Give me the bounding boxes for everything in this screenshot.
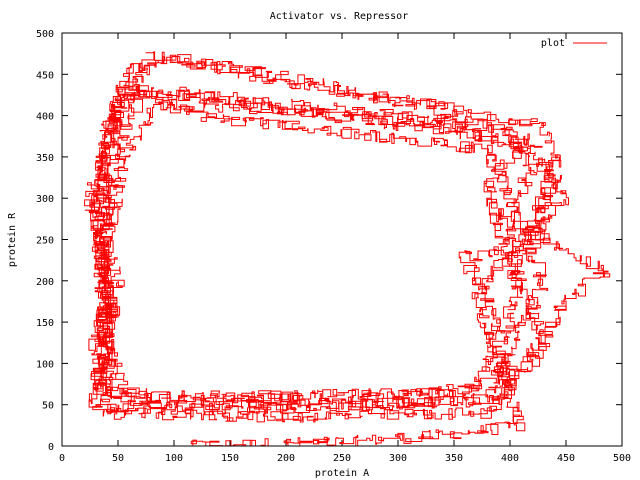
chart-title: Activator vs. Repressor xyxy=(270,11,408,22)
y-tick-label: 500 xyxy=(36,29,54,40)
x-tick-label: 200 xyxy=(277,453,295,464)
y-tick-label: 150 xyxy=(36,318,54,329)
y-tick-label: 450 xyxy=(36,70,54,81)
x-tick-label: 250 xyxy=(333,453,351,464)
y-axis-label: protein R xyxy=(7,212,18,267)
y-tick-label: 300 xyxy=(36,194,54,205)
y-tick-label: 350 xyxy=(36,153,54,164)
x-tick-label: 350 xyxy=(445,453,463,464)
x-axis-label: protein A xyxy=(315,468,369,479)
x-tick-label: 50 xyxy=(112,453,124,464)
y-tick-label: 400 xyxy=(36,112,54,123)
y-tick-label: 100 xyxy=(36,359,54,370)
x-tick-label: 300 xyxy=(389,453,407,464)
legend: plot xyxy=(541,38,607,49)
plot-border xyxy=(61,32,623,447)
y-tick-label: 250 xyxy=(36,236,54,247)
y-tick-label: 50 xyxy=(42,401,54,412)
x-tick-label: 100 xyxy=(165,453,183,464)
x-tick-label: 450 xyxy=(557,453,575,464)
y-tick-label: 200 xyxy=(36,277,54,288)
y-tick-label: 0 xyxy=(48,442,54,453)
x-tick-label: 150 xyxy=(221,453,239,464)
legend-label-plot: plot xyxy=(541,38,565,49)
series-plot-line xyxy=(84,51,611,447)
x-tick-label: 400 xyxy=(501,453,519,464)
x-tick-label: 500 xyxy=(613,453,631,464)
axis-ticks: 0 50 100 150 200 250 300 350 400 450 500 0 50 100 150 2… xyxy=(36,29,631,464)
x-tick-label: 0 xyxy=(59,453,65,464)
